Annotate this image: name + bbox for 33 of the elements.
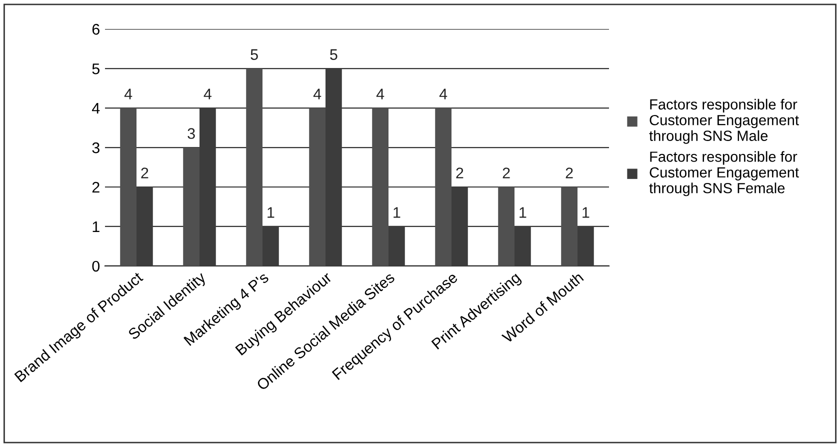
bar	[372, 108, 388, 266]
y-tick-label: 6	[92, 24, 100, 35]
legend-label: Factors responsible for Customer Engagement through SNS Female	[649, 151, 799, 196]
data-label: 1	[268, 207, 274, 218]
bar	[561, 186, 578, 266]
bar	[309, 108, 326, 266]
bar	[120, 108, 136, 266]
y-tick-label: 3	[92, 142, 100, 154]
data-label: 1	[520, 207, 526, 218]
y-tick-label: 2	[92, 182, 100, 193]
data-label: 5	[250, 49, 258, 60]
bar	[498, 186, 514, 266]
data-label: 2	[456, 168, 464, 178]
y-tick-label: 5	[92, 64, 100, 74]
data-label: 4	[204, 88, 212, 100]
data-label: 3	[188, 128, 195, 139]
data-label: 4	[376, 88, 384, 100]
y-tick-label: 4	[92, 103, 100, 114]
data-label: 1	[394, 207, 400, 218]
data-label: 1	[582, 207, 590, 218]
y-tick-label: 0	[92, 260, 100, 272]
data-label: 2	[566, 168, 573, 178]
y-tick-label: 1	[92, 222, 100, 232]
bar	[435, 108, 452, 266]
data-label: 2	[502, 168, 510, 178]
data-label: 4	[439, 88, 448, 100]
bar	[183, 148, 200, 266]
data-label: 5	[330, 49, 338, 60]
legend-label: Factors responsible for Customer Engagement through SNS Male	[649, 98, 799, 144]
bar	[246, 68, 262, 266]
data-label: 4	[313, 88, 322, 100]
data-label: 4	[124, 88, 132, 100]
data-label: 2	[141, 168, 148, 178]
